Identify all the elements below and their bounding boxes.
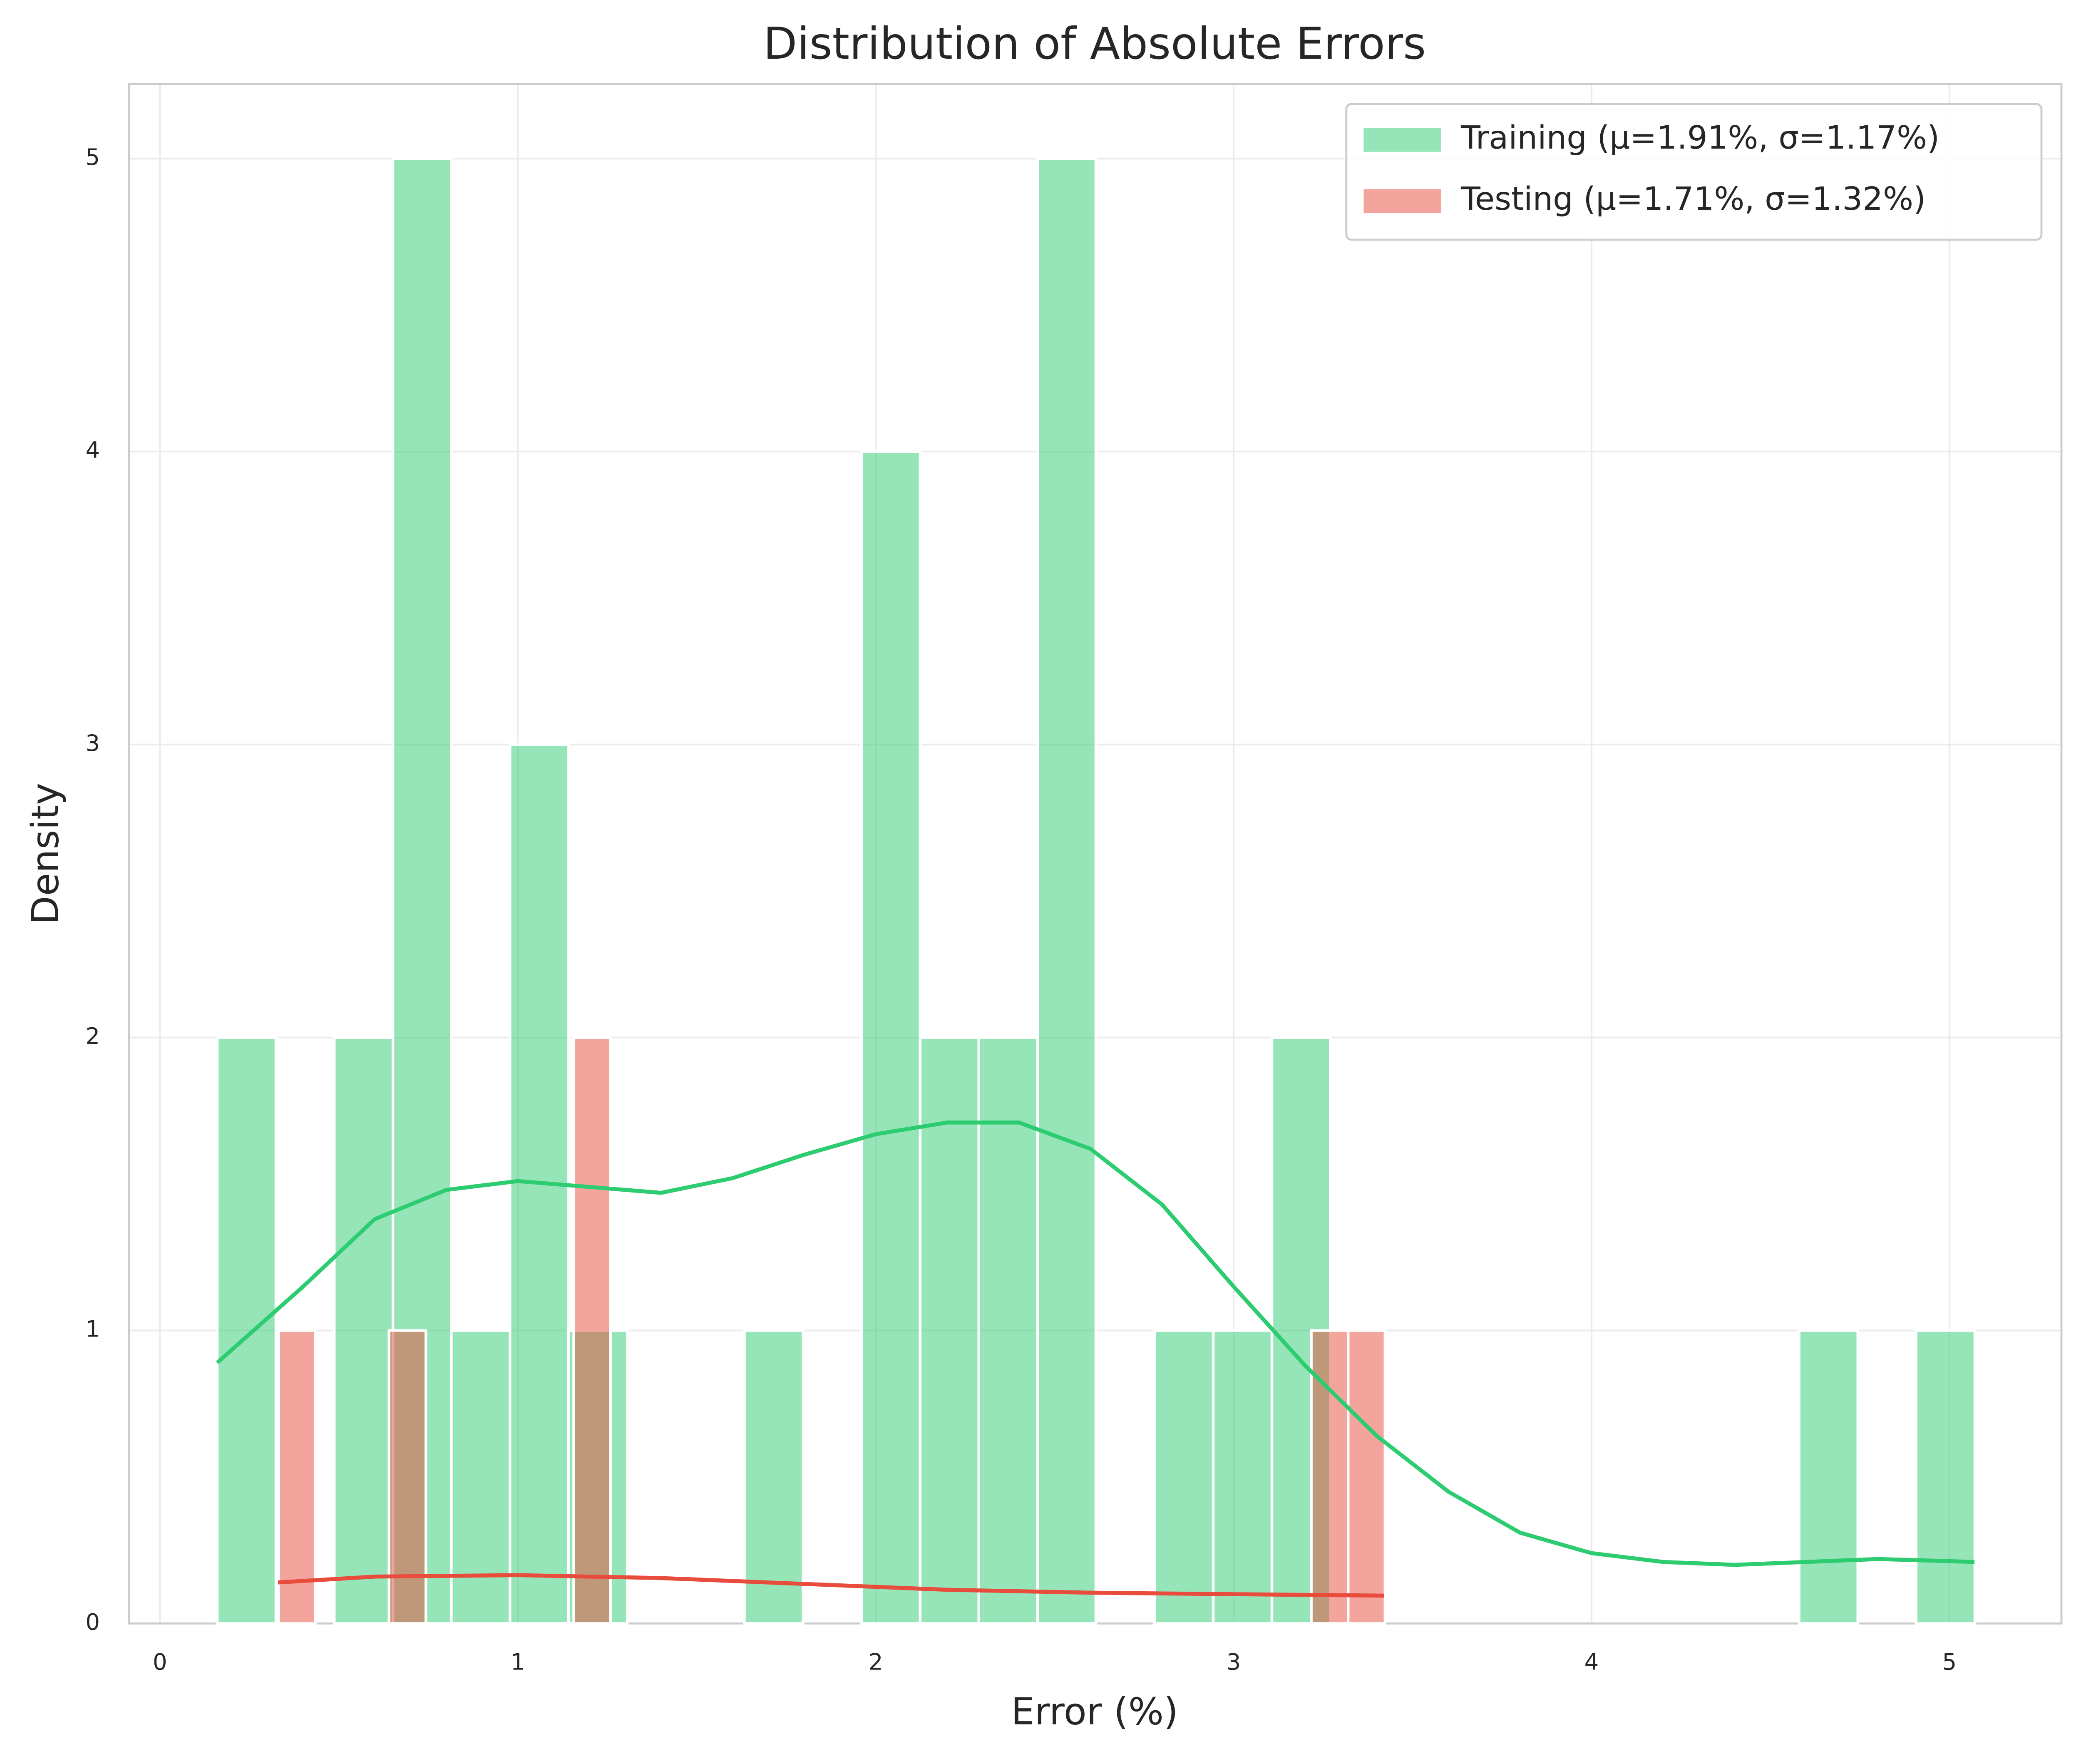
y-tick-label: 0 [85,1609,100,1635]
histogram-bar [860,450,921,1625]
x-tick-label: 0 [153,1649,167,1675]
y-axis-label: Density [24,783,67,925]
y-tick-label: 5 [85,144,100,170]
histogram-bar [387,1329,427,1625]
legend-swatch [1363,189,1441,213]
y-tick-label: 3 [85,730,100,756]
y-tick-label: 2 [85,1023,100,1049]
legend-frame [1345,103,2043,241]
legend-label: Training (μ=1.91%, σ=1.17%) [1460,119,1939,157]
histogram-bar [1212,1329,1274,1625]
x-tick-label: 1 [511,1649,525,1675]
legend-label: Testing (μ=1.71%, σ=1.32%) [1460,181,1926,218]
histogram-bar [1798,1329,1859,1625]
x-tick-label: 4 [1584,1649,1599,1675]
y-tick-label: 4 [85,437,100,463]
chart-title: Distribution of Absolute Errors [763,18,1426,69]
histogram-bar [277,1329,317,1625]
histogram-bar [333,1036,395,1625]
x-tick-label: 2 [869,1649,883,1675]
histogram-bar [919,1036,980,1625]
histogram-bar [216,1036,278,1625]
legend-swatch [1363,128,1441,152]
histogram-bar [1153,1329,1215,1625]
histogram-bar [743,1329,805,1625]
histogram-bar [1347,1329,1386,1625]
kde-line [216,1120,1975,1567]
histogram-bar [1036,157,1098,1625]
x-tick-label: 3 [1227,1649,1241,1675]
histogram-bar [450,1329,512,1625]
histogram-bar [977,1036,1039,1625]
histogram-bar [1915,1329,1977,1625]
y-tick-label: 1 [85,1316,100,1342]
x-axis-label: Error (%) [1011,1690,1178,1733]
legend: Training (μ=1.91%, σ=1.17%) Testing (μ=1.… [1345,103,2043,241]
kde-line [278,1573,1384,1598]
x-tick-label: 5 [1942,1649,1957,1675]
histogram-bar [572,1036,612,1625]
